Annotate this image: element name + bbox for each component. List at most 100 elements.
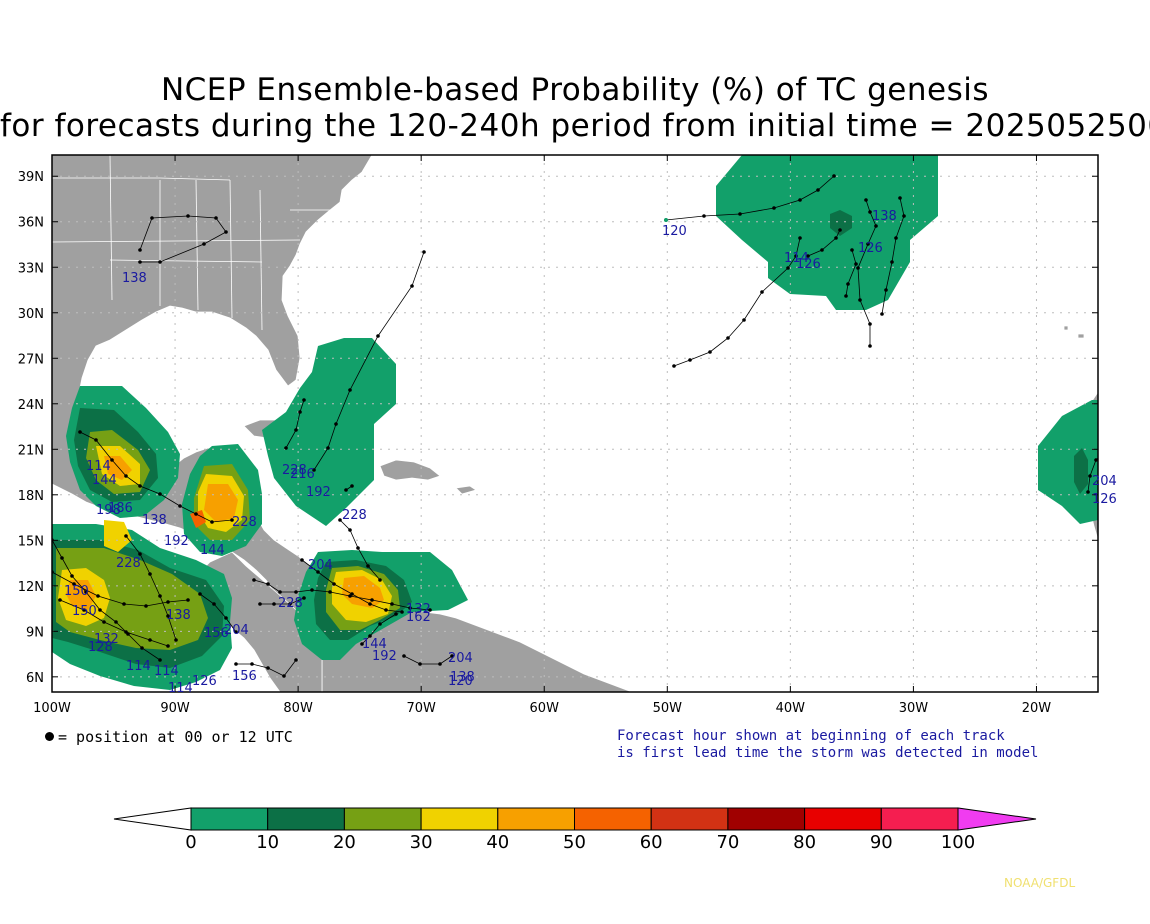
forecast-hour-label: 198	[96, 503, 121, 518]
track-position-dot	[726, 336, 730, 340]
forecast-hour-label: 138	[872, 209, 897, 224]
forecast-hour-label: 138	[122, 271, 147, 286]
track-position-dot	[1094, 458, 1098, 462]
track-position-dot	[174, 638, 178, 642]
lon-tick-label: 70W	[406, 701, 436, 716]
forecast-hour-label: 144	[92, 473, 117, 488]
forecast-hour-label: 126	[796, 257, 821, 272]
colorbar-label: 40	[486, 832, 510, 853]
lon-tick-label: 50W	[653, 701, 683, 716]
track-position-dot	[902, 214, 906, 218]
forecast-hour-label: 186	[108, 501, 133, 516]
track-position-dot	[370, 598, 374, 602]
track-position-dot	[198, 592, 202, 596]
track-position-dot	[224, 230, 228, 234]
track-position-dot	[210, 520, 214, 524]
title-line-2: for forecasts during the 120-240h period…	[0, 108, 1150, 144]
colorbar-label: 50	[563, 832, 586, 853]
forecast-hour-label: 150	[64, 584, 89, 599]
track-line	[285, 399, 305, 449]
title-line-1: NCEP Ensemble-based Probability (%) of T…	[160, 72, 990, 108]
forecast-hour-label: 120	[662, 224, 687, 239]
track-position-dot	[868, 344, 872, 348]
lat-tick-label: 24N	[18, 398, 44, 413]
track-position-dot	[428, 608, 432, 612]
puerto-rico-landmass	[455, 485, 477, 495]
track-position-dot	[874, 224, 878, 228]
track-position-dot	[394, 612, 398, 616]
forecast-hour-label: 204	[448, 651, 473, 666]
track-position-dot	[266, 666, 270, 670]
track-position-dot	[844, 294, 848, 298]
track-position-dot	[348, 528, 352, 532]
track-position-dot	[124, 474, 128, 478]
colorbar-segment	[497, 807, 575, 831]
position-legend: = position at 00 or 12 UTC	[45, 728, 293, 746]
track-position-dot	[884, 288, 888, 292]
forecast-hour-label: 144	[200, 543, 225, 558]
track-position-dot	[366, 564, 370, 568]
track-position-dot	[898, 196, 902, 200]
track-position-dot	[410, 284, 414, 288]
lat-tick-label: 9N	[26, 625, 44, 640]
track-position-dot	[144, 604, 148, 608]
track-position-dot	[850, 248, 854, 252]
track-position-dot	[278, 590, 282, 594]
forecast-hour-label: 228	[232, 515, 257, 530]
colorbar-segment	[343, 807, 422, 831]
lat-tick-label: 30N	[18, 307, 44, 322]
track-position-dot	[378, 578, 382, 582]
colorbar-segment	[420, 807, 499, 831]
forecast-hour-label: 120	[448, 674, 473, 689]
track-position-dot	[348, 388, 352, 392]
track-line	[260, 597, 305, 605]
track-position-dot	[82, 608, 86, 612]
forecast-hour-label: 192	[372, 649, 397, 664]
track-position-dot	[288, 602, 292, 606]
track-position-dot	[178, 504, 182, 508]
track-position-dot	[384, 608, 388, 612]
colorbar-label: 70	[716, 832, 740, 853]
forecast-hour-label: 144	[362, 637, 387, 652]
track-position-dot	[772, 206, 776, 210]
track-position-dot	[138, 248, 142, 252]
forecast-hour-label: 126	[858, 241, 883, 256]
forecast-hour-label: 228	[342, 508, 367, 523]
track-position-dot	[186, 214, 190, 218]
track-position-dot	[114, 620, 118, 624]
track-position-dot	[212, 602, 216, 606]
track-line	[403, 655, 453, 665]
track-position-dot	[124, 630, 128, 634]
forecast-hour-label: 162	[406, 610, 431, 625]
lon-tick-label: 60W	[530, 701, 560, 716]
track-position-dot	[294, 590, 298, 594]
track-position-dot	[798, 236, 802, 240]
prob-region-bay-of-campeche-50	[104, 456, 132, 480]
colorbar-segment	[727, 807, 806, 831]
track-position-dot	[252, 578, 256, 582]
track-position-dot	[158, 594, 162, 598]
lat-tick-label: 27N	[18, 352, 44, 367]
track-position-dot	[890, 260, 894, 264]
track-position-dot	[350, 592, 354, 596]
colorbar-label: 100	[940, 832, 976, 853]
credit-label: NOAA/GFDL	[1004, 876, 1076, 890]
lat-tick-label: 21N	[18, 443, 44, 458]
track-position-dot	[868, 210, 872, 214]
track-position-dot	[798, 198, 802, 202]
forecast-hour-label: 192	[164, 534, 189, 549]
track-position-dot	[234, 630, 238, 634]
track-position-dot	[866, 242, 870, 246]
genesis-point	[1102, 450, 1106, 454]
track-position-dot	[1086, 490, 1090, 494]
forecast-hour-label: 132	[406, 602, 431, 617]
forecast-hour-label: 114	[86, 459, 111, 474]
track-position-dot	[846, 282, 850, 286]
track-position-dot	[422, 250, 426, 254]
colorbar	[113, 807, 1037, 831]
track-position-dot	[58, 598, 62, 602]
track-position-dot	[400, 610, 404, 614]
prob-region-gulf-honduras-50	[190, 510, 206, 528]
forecast-hour-label: 228	[282, 463, 307, 478]
track-position-dot	[838, 228, 842, 232]
